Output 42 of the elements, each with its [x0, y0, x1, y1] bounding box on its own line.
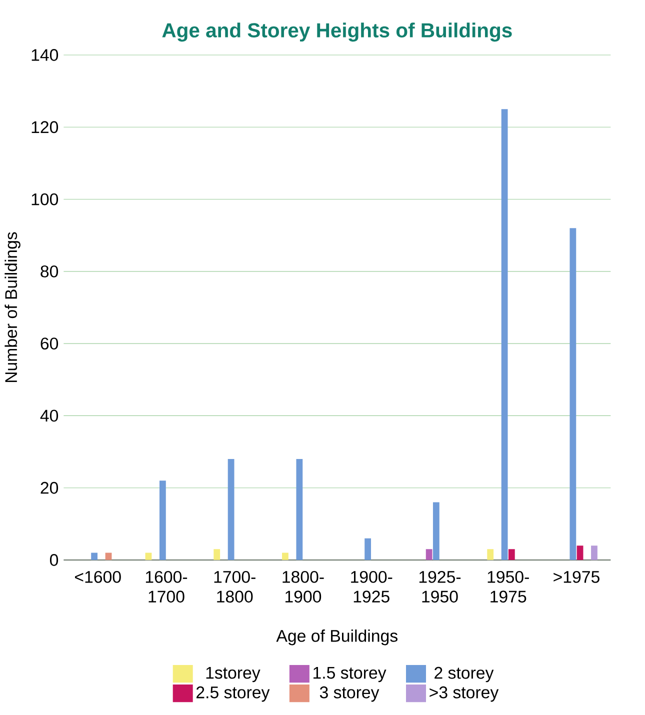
- chart-title: Age and Storey Heights of Buildings: [162, 22, 512, 42]
- x-axis-title: Age of Buildings: [276, 629, 398, 646]
- bar: [214, 549, 220, 560]
- x-tick-label: 1900-1925: [351, 570, 392, 603]
- x-tick-label: <1600: [75, 570, 121, 583]
- bar: [501, 109, 508, 560]
- y-tick-label: 140: [32, 49, 58, 61]
- x-tick-label: 1950-1975: [488, 570, 529, 603]
- bar: [508, 549, 515, 560]
- legend-label: 1.5 storey: [314, 666, 386, 682]
- bar: [91, 552, 98, 560]
- bar: [228, 458, 234, 560]
- legend-label: 1storey: [206, 666, 260, 682]
- legend-label: 2 storey: [434, 666, 494, 682]
- bar: [426, 549, 432, 560]
- x-tick-label: 1800-1900: [282, 570, 324, 603]
- x-tick-label: 1925-1950: [420, 570, 461, 603]
- x-tick-label: >1975: [554, 570, 600, 583]
- y-tick-label: 0: [50, 554, 58, 566]
- y-tick-label: 80: [40, 265, 58, 278]
- x-tick-label: 1700-1800: [214, 570, 256, 603]
- y-tick-label: 40: [40, 410, 58, 422]
- y-tick-label: 120: [32, 121, 58, 134]
- bar: [296, 458, 303, 560]
- y-axis-title: Number of Buildings: [4, 232, 20, 382]
- legend-label: 2.5 storey: [196, 686, 270, 702]
- bar: [282, 552, 288, 560]
- y-tick-label: 60: [40, 338, 58, 350]
- bar: [570, 228, 576, 560]
- y-tick-label: 20: [40, 482, 58, 494]
- bar: [364, 538, 372, 560]
- bar: [591, 546, 598, 560]
- bar: [160, 480, 166, 560]
- bar: [105, 552, 112, 560]
- legend-label: >3 storey: [430, 686, 499, 702]
- bar: [145, 552, 152, 560]
- bar: [576, 546, 584, 560]
- x-tick-label: 1600-1700: [146, 570, 188, 603]
- legend-label: 3 storey: [320, 686, 380, 702]
- y-tick-label: 100: [32, 193, 58, 206]
- bar: [433, 502, 440, 560]
- bar: [487, 549, 494, 560]
